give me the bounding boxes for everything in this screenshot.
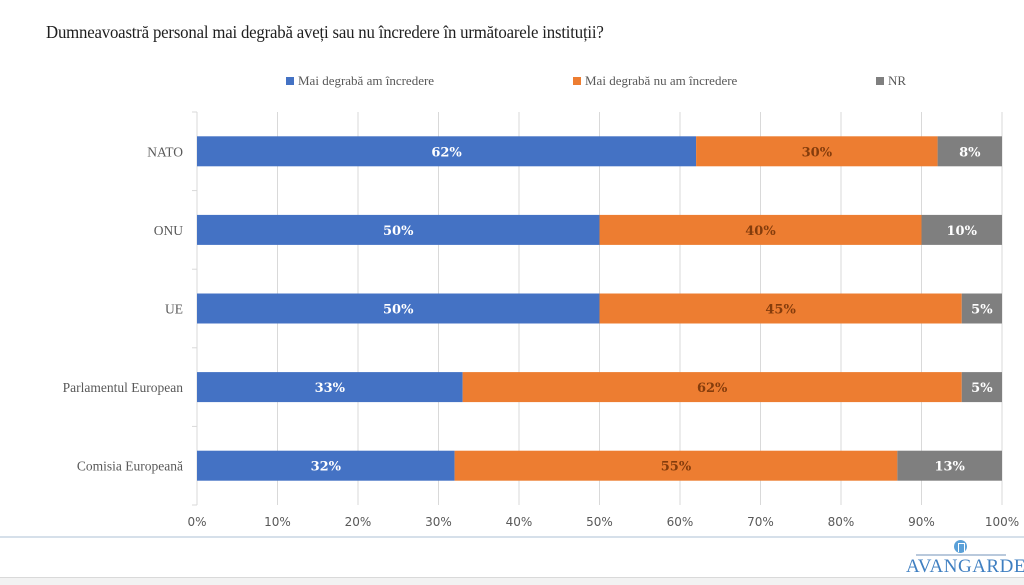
data-label: 5% (971, 381, 993, 396)
x-tick-label: 60% (667, 515, 694, 529)
x-tick-label: 80% (828, 515, 855, 529)
footer-divider (0, 536, 1024, 538)
footer-band (0, 577, 1024, 585)
legend-item-distrust: Mai degrabă nu am încredere (573, 73, 737, 89)
logo-text: AVANGARDE (906, 556, 1024, 577)
bar-segment (197, 136, 697, 167)
category-label: Comisia Europeană (77, 459, 183, 474)
data-label: 33% (315, 381, 346, 396)
legend-swatch-trust (286, 77, 294, 85)
x-tick-label: 40% (506, 515, 533, 529)
data-label: 40% (745, 224, 776, 239)
bar-segment (961, 372, 1002, 403)
x-tick-label: 100% (985, 515, 1019, 529)
bar-segment (197, 293, 600, 324)
category-label: NATO (147, 144, 183, 159)
data-label: 32% (311, 460, 342, 475)
data-label: 8% (959, 145, 981, 160)
legend: Mai degrabă am încredere Mai degrabă nu … (0, 73, 1024, 93)
x-tick-label: 50% (586, 515, 613, 529)
legend-item-trust: Mai degrabă am încredere (286, 73, 434, 89)
legend-swatch-distrust (573, 77, 581, 85)
legend-label-distrust: Mai degrabă nu am încredere (585, 73, 738, 88)
legend-label-trust: Mai degrabă am încredere (298, 73, 435, 88)
bar-segment (961, 293, 1002, 324)
bar-segment (197, 372, 463, 403)
data-label: 13% (934, 460, 965, 475)
data-label: 30% (802, 145, 833, 160)
logo-icon (954, 540, 967, 553)
bar-segment (197, 214, 600, 245)
bar-segment (454, 450, 898, 481)
data-label: 62% (697, 381, 728, 396)
bar-segment (937, 136, 1002, 167)
avangarde-logo: AVANGARDE (906, 540, 1024, 577)
bar-segment (696, 136, 938, 167)
bar-segment (197, 450, 455, 481)
category-label: Parlamentul European (63, 380, 184, 395)
x-tick-label: 10% (264, 515, 291, 529)
x-tick-label: 90% (908, 515, 935, 529)
data-label: 5% (971, 303, 993, 318)
x-tick-label: 0% (187, 515, 206, 529)
x-tick-label: 30% (425, 515, 452, 529)
bar-segment (599, 214, 922, 245)
bar-segment (599, 293, 962, 324)
data-label: 10% (947, 224, 978, 239)
data-label: 45% (765, 303, 796, 318)
legend-swatch-nr (876, 77, 884, 85)
bar-segment (921, 214, 1002, 245)
logo-tagline (916, 554, 1006, 556)
chart-title: Dumneavoastră personal mai degrabă aveți… (46, 22, 604, 42)
data-label: 50% (383, 224, 414, 239)
bar-segment (897, 450, 1002, 481)
legend-item-nr: NR (876, 73, 906, 89)
data-label: 55% (661, 460, 692, 475)
x-tick-label: 20% (345, 515, 372, 529)
x-tick-label: 70% (747, 515, 774, 529)
legend-label-nr: NR (888, 73, 907, 88)
category-label: UE (165, 302, 183, 317)
category-label: ONU (154, 223, 183, 238)
data-label: 50% (383, 303, 414, 318)
bar-segment (462, 372, 962, 403)
data-label: 62% (431, 145, 462, 160)
